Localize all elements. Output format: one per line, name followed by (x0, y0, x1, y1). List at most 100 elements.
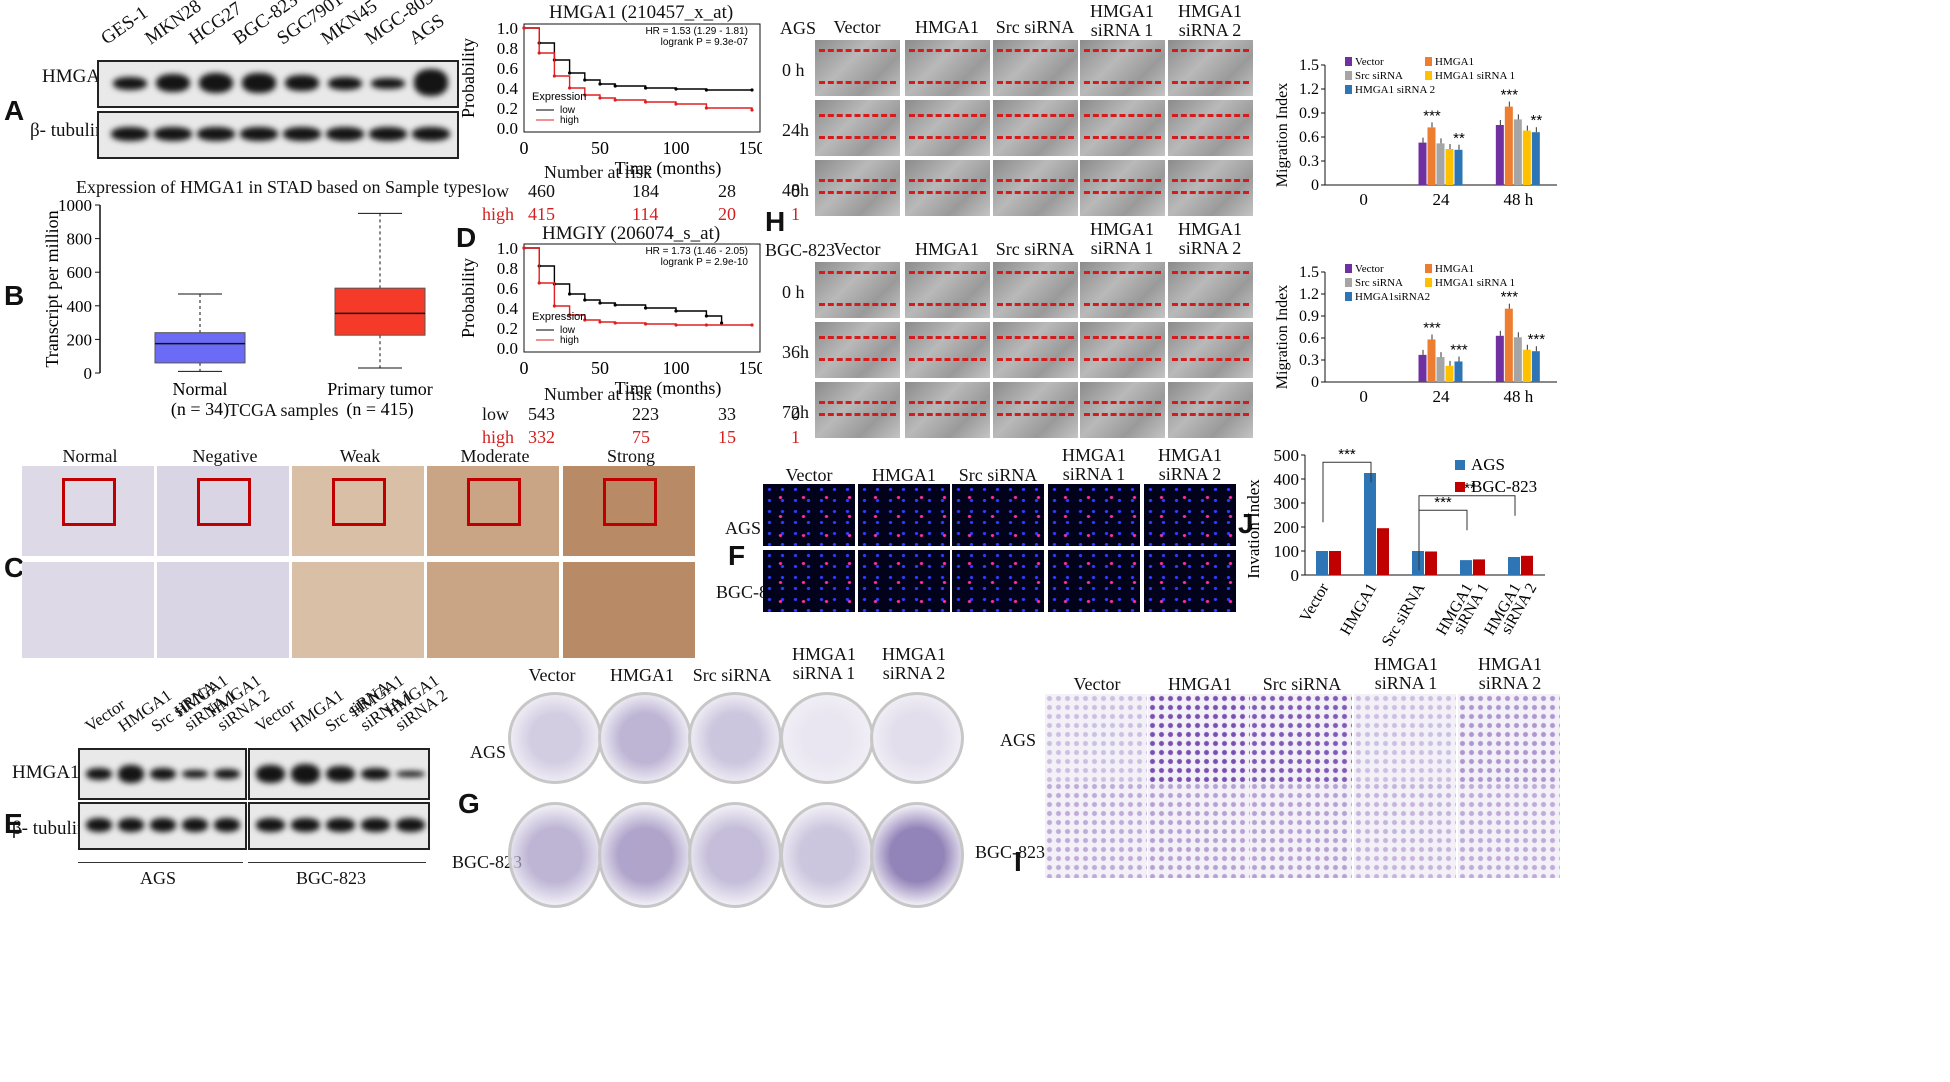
panel-g-col-0-line-0: Vector (528, 665, 576, 685)
mig1-legend-swatch-0 (1345, 57, 1352, 66)
j-bracket-2 (1418, 495, 1516, 556)
panel-h-image-1-2-4 (1168, 382, 1253, 438)
mig1-bar-2-4 (1531, 132, 1540, 185)
km1-xtick-1: 50 (591, 138, 609, 158)
mig1-legend-label-2: Src siRNA (1355, 70, 1403, 82)
panel-f-image-0-3 (1048, 484, 1140, 546)
mig2-xtick-0: 0 (1359, 387, 1368, 406)
km1-point-low-5 (598, 82, 602, 86)
panel-h-image-0-2-0 (815, 160, 900, 216)
panel-f-col-2: Src siRNA (948, 466, 1048, 485)
panel-h-col-bottom-0: Vector (807, 240, 907, 259)
mig1-legend-swatch-1 (1425, 57, 1432, 66)
km1-point-low-9 (704, 88, 708, 92)
j-bar-2-1 (1425, 551, 1437, 575)
panel-h-col-bottom-2: Src siRNA (985, 240, 1085, 259)
panel-a-band-tubulin-5 (326, 127, 364, 141)
risk1-high-0: high (482, 204, 515, 224)
mig2-legend-label-2: Src siRNA (1355, 277, 1403, 289)
km2-ytick-2: 0.4 (497, 299, 519, 318)
panel-c-image-high-3 (427, 562, 559, 658)
panel-c-label-3: Moderate (460, 446, 530, 466)
panel-h-dash-bottom-1-0-1 (909, 303, 986, 306)
panel-h-dash-top-1-0-3 (1084, 271, 1161, 274)
panel-d-risk1-title: Number at risk (544, 162, 652, 182)
risk2-high-3: 15 (718, 427, 736, 447)
panel-h-image-0-1-4 (1168, 100, 1253, 156)
km1-xtick-2: 100 (663, 138, 690, 158)
j-bar-3-0 (1460, 560, 1472, 575)
panel-f-col-1-line-0: HMGA1 (871, 465, 936, 485)
panel-i-row-1: BGC-823 (975, 842, 1046, 862)
mig1-legend-swatch-2 (1345, 71, 1352, 80)
panel-a-band-hmga1-1 (156, 74, 190, 92)
panel-h-image-1-0-2 (993, 262, 1078, 318)
j-xtick-2-0: Src siRNA (1379, 580, 1429, 649)
panel-h-dash-top-0-0-3 (1084, 49, 1161, 52)
panel-f-image-0-0 (763, 484, 855, 546)
panel-g-col-4-line-1: siRNA 2 (882, 662, 946, 683)
panel-h-dash-top-0-2-3 (1084, 179, 1161, 182)
km1-stat-hr: HR = 1.53 (1.29 - 1.81) (645, 26, 748, 37)
km2-ylabel: Probability (462, 258, 478, 338)
panel-a-band-tubulin-3 (240, 127, 278, 141)
panel-a-band-tubulin-4 (283, 127, 321, 141)
panel-h-dash-top-0-1-3 (1084, 114, 1161, 117)
panel-h-image-0-0-0 (815, 40, 900, 96)
mig2-annot-0: *** (1423, 319, 1441, 336)
mig2-legend-swatch-2 (1345, 278, 1352, 287)
panel-b-title: Expression of HMGA1 in STAD based on Sam… (76, 177, 482, 197)
panel-h-col-top-3-line-0: HMGA1 (1089, 1, 1154, 21)
panel-i-col-3: HMGA1 siRNA 1 (1356, 655, 1456, 693)
panel-e-ags-underline (78, 862, 243, 863)
mig1-xtick-1: 24 (1433, 190, 1451, 209)
panel-g-dish-1-0 (508, 802, 602, 908)
panel-b-group-n-0: (n = 34) (171, 399, 229, 420)
panel-c-image-low-1 (157, 466, 289, 556)
km1-point-high-2 (552, 74, 556, 78)
panel-h-dash-top-0-2-4 (1172, 179, 1249, 182)
mig2-bar-2-1 (1504, 308, 1513, 382)
panel-e-band-hmga1-0-4 (214, 769, 240, 779)
panel-b-group-name-0: Normal (173, 379, 228, 399)
km2-xtick-1: 50 (591, 358, 609, 378)
km2-point-high-10 (750, 323, 754, 327)
mig1-legend-swatch-3 (1425, 71, 1432, 80)
panel-letter-b: B (4, 280, 25, 311)
panel-letter-h: H (765, 206, 786, 237)
km2-point-low-8 (674, 309, 678, 313)
panel-h-image-0-0-3 (1080, 40, 1165, 96)
panel-h-col-bottom-2-line-0: Src siRNA (995, 239, 1075, 259)
panel-e-band-hmga1-0-0 (86, 768, 112, 780)
panel-a-row-tubulin: β- tubulin (30, 120, 105, 141)
km2-ytick-0: 0.0 (497, 339, 518, 358)
panel-f-col-1: HMGA1 (854, 466, 954, 485)
mig2-bar-2-0 (1495, 335, 1504, 382)
mig2-ytick-label-5: 1.5 (1299, 264, 1319, 281)
km2-point-low-3 (568, 292, 572, 296)
panel-b-ytick-label-2: 400 (67, 297, 93, 316)
panel-c-zoom-box-1 (197, 478, 251, 526)
panel-h-col-top-0-line-0: Vector (833, 17, 881, 37)
km1-point-high-3 (568, 86, 572, 90)
km2-point-high-4 (583, 318, 587, 322)
panel-h-dash-top-0-1-2 (997, 114, 1074, 117)
panel-h-dash-bottom-1-1-3 (1084, 358, 1161, 361)
panel-h-dash-top-0-1-4 (1172, 114, 1249, 117)
panel-f-col-4: HMGA1 siRNA 2 (1140, 446, 1240, 484)
panel-h-cell-ags: AGS (780, 18, 817, 38)
panel-i-image-1-1 (1148, 782, 1250, 878)
panel-h-dash-top-1-2-4 (1172, 401, 1249, 404)
panel-h-dash-bottom-0-0-0 (819, 81, 896, 84)
panel-e-band-tubulin-0-0 (86, 818, 112, 832)
km2-xtick-3: 150 (739, 358, 763, 378)
panel-c-zoom-box-0 (62, 478, 116, 526)
j-bar-3-1 (1473, 559, 1485, 575)
j-bar-0-1 (1329, 551, 1341, 575)
panel-f-col-3-line-1: siRNA 1 (1062, 463, 1126, 484)
km1-legend-low: low (560, 105, 576, 116)
panel-f-image-0-4 (1144, 484, 1236, 546)
panel-g-col-3-line-1: siRNA 1 (792, 662, 856, 683)
panel-e-group-ags: AGS (140, 868, 177, 888)
j-bar-4-1 (1521, 555, 1533, 575)
